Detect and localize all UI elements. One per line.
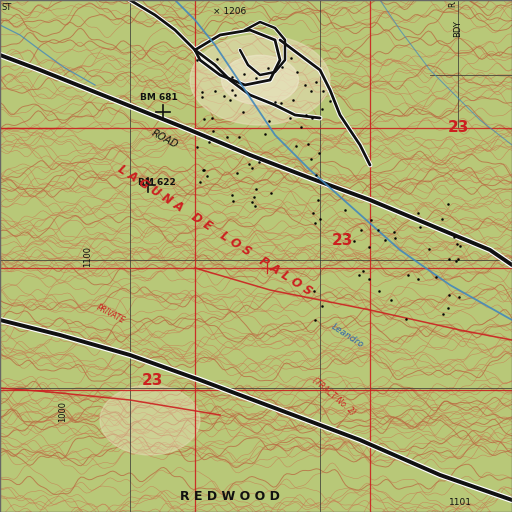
Text: 23: 23 [141, 373, 163, 388]
Text: R.: R. [449, 0, 458, 7]
Text: BM 681: BM 681 [140, 93, 178, 102]
Ellipse shape [100, 385, 200, 455]
Text: 23: 23 [331, 233, 353, 248]
Text: ST: ST [2, 3, 12, 12]
Text: L A G U N A   D E   L O S   P A L O S: L A G U N A D E L O S P A L O S [115, 162, 314, 298]
Text: BDY: BDY [454, 20, 462, 37]
Text: 1000: 1000 [58, 401, 68, 422]
Text: (TRACT No. 2): (TRACT No. 2) [310, 376, 357, 417]
Ellipse shape [190, 35, 330, 125]
Text: BM 622: BM 622 [138, 178, 176, 187]
Text: 23: 23 [447, 120, 468, 135]
Text: Leandro: Leandro [330, 323, 366, 350]
Text: R E D W O O D: R E D W O O D [180, 490, 280, 503]
Text: ROAD: ROAD [150, 128, 180, 150]
Text: 1101: 1101 [449, 498, 472, 507]
Text: PRIVATE: PRIVATE [95, 303, 126, 325]
Text: × 1206: × 1206 [213, 7, 246, 16]
Ellipse shape [222, 55, 298, 105]
Text: 1100: 1100 [83, 246, 93, 267]
